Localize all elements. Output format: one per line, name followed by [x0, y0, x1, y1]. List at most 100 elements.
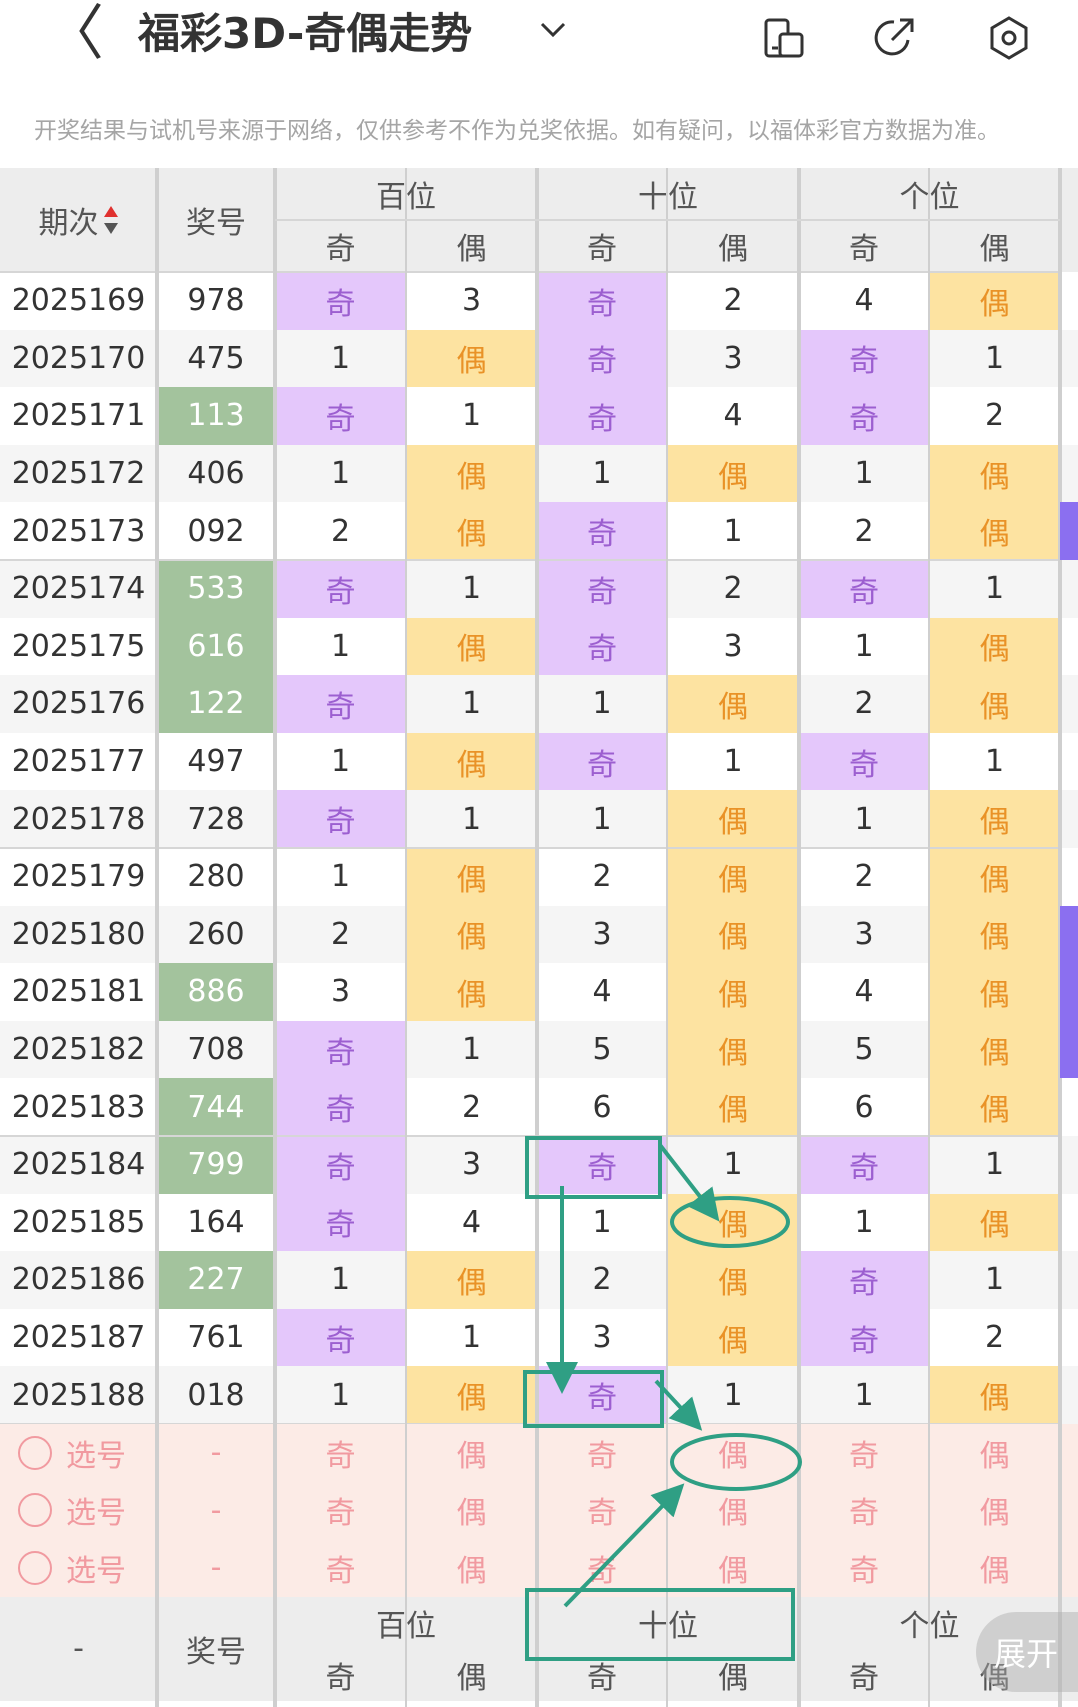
- select-row-picker[interactable]: 选号: [0, 1424, 157, 1482]
- footer-sub-even-2: 偶: [929, 1648, 1060, 1701]
- miss-count-cell: 2: [667, 560, 799, 618]
- miss-count-cell: 6: [799, 1078, 929, 1136]
- select-even-option[interactable]: 偶: [406, 1424, 537, 1482]
- row-group-divider: [0, 1135, 1060, 1137]
- trend-table: 期次奖号百位奇偶十位奇偶个位奇偶2025169978奇3奇24偶20251704…: [0, 168, 1078, 1707]
- select-even-option[interactable]: 偶: [929, 1481, 1060, 1540]
- layout-toggle-icon[interactable]: [760, 14, 808, 62]
- number-cell: 533: [157, 560, 275, 618]
- even-mark: 偶: [667, 1020, 799, 1079]
- select-odd-option[interactable]: 奇: [799, 1539, 929, 1597]
- row-edge: [1060, 790, 1078, 848]
- select-odd-option[interactable]: 奇: [537, 1539, 667, 1597]
- miss-count-cell: 2: [799, 502, 929, 560]
- radio-icon[interactable]: [18, 1493, 52, 1528]
- miss-count-cell: 1: [537, 675, 667, 733]
- select-odd-option[interactable]: 奇: [537, 1424, 667, 1482]
- chevron-down-icon[interactable]: [538, 14, 568, 44]
- select-even-option[interactable]: 偶: [667, 1424, 799, 1482]
- row-edge: [1060, 732, 1078, 791]
- header-divider: [275, 219, 1060, 221]
- radio-icon[interactable]: [18, 1550, 52, 1585]
- page-title[interactable]: 福彩3D-奇偶走势: [138, 9, 473, 58]
- select-odd-option[interactable]: 奇: [799, 1424, 929, 1482]
- select-label: 选号: [66, 1553, 126, 1589]
- period-cell: 2025179: [0, 848, 157, 906]
- footer-sub-odd-0: 奇: [275, 1648, 406, 1701]
- col-subheader-odd-2: 奇: [799, 220, 929, 272]
- miss-count-cell: 4: [406, 1193, 537, 1252]
- number-cell: 978: [157, 272, 275, 330]
- select-even-option[interactable]: 偶: [929, 1539, 1060, 1597]
- miss-count-cell: 2: [929, 387, 1060, 445]
- select-odd-option[interactable]: 奇: [799, 1481, 929, 1540]
- odd-mark: 奇: [275, 790, 406, 848]
- select-even-option[interactable]: 偶: [929, 1424, 1060, 1482]
- row-edge: [1060, 1136, 1078, 1194]
- miss-count-cell: 1: [667, 732, 799, 791]
- number-cell: 616: [157, 617, 275, 676]
- select-odd-option[interactable]: 奇: [537, 1481, 667, 1540]
- select-odd-option[interactable]: 奇: [275, 1424, 406, 1482]
- col-subheader-odd-0: 奇: [275, 220, 406, 272]
- col-header-period[interactable]: 期次: [0, 168, 157, 272]
- select-even-option[interactable]: 偶: [406, 1481, 537, 1540]
- miss-count-cell: 4: [667, 387, 799, 445]
- miss-count-cell: 3: [275, 963, 406, 1021]
- number-cell: 744: [157, 1078, 275, 1136]
- row-group-divider: [0, 271, 1060, 273]
- select-even-option[interactable]: 偶: [406, 1539, 537, 1597]
- footer-sub-even-0: 偶: [406, 1648, 537, 1701]
- select-even-option[interactable]: 偶: [667, 1481, 799, 1540]
- even-mark: 偶: [929, 1078, 1060, 1136]
- select-row-edge: [1060, 1481, 1078, 1540]
- odd-mark: 奇: [799, 1308, 929, 1367]
- select-even-option[interactable]: 偶: [667, 1539, 799, 1597]
- number-cell: 761: [157, 1308, 275, 1367]
- even-mark: 偶: [929, 848, 1060, 906]
- odd-mark: 奇: [537, 1136, 667, 1194]
- column-divider: [666, 168, 668, 1707]
- expand-button[interactable]: 展开: [976, 1612, 1078, 1692]
- select-row-picker[interactable]: 选号: [0, 1539, 157, 1597]
- sort-icon[interactable]: [103, 204, 119, 236]
- miss-count-cell: 5: [799, 1020, 929, 1079]
- disclaimer-notice: 开奖结果与试机号来源于网络，仅供参考不作为兑奖依据。如有疑问，以福体彩官方数据为…: [34, 118, 1000, 144]
- column-divider: [535, 168, 539, 1707]
- select-row-edge: [1060, 1539, 1078, 1597]
- odd-mark: 奇: [537, 272, 667, 330]
- odd-mark: 奇: [537, 502, 667, 560]
- number-cell: 227: [157, 1251, 275, 1309]
- col-header-period-label: 期次: [38, 206, 99, 241]
- period-cell: 2025183: [0, 1078, 157, 1136]
- period-cell: 2025176: [0, 675, 157, 733]
- odd-mark: 奇: [799, 1136, 929, 1194]
- footer-period: -: [0, 1596, 157, 1701]
- select-number-cell: -: [157, 1539, 275, 1597]
- miss-count-cell: 2: [799, 848, 929, 906]
- odd-mark: 奇: [537, 617, 667, 676]
- miss-count-cell: 1: [799, 790, 929, 848]
- miss-count-cell: 2: [275, 502, 406, 560]
- period-cell: 2025185: [0, 1193, 157, 1252]
- miss-count-cell: 1: [799, 444, 929, 503]
- miss-count-cell: 1: [406, 1020, 537, 1079]
- col-header-number: 奖号: [157, 168, 275, 272]
- back-button[interactable]: 〈: [44, 0, 104, 69]
- column-divider: [928, 168, 930, 1707]
- even-mark: 偶: [406, 1251, 537, 1309]
- even-mark: 偶: [406, 444, 537, 503]
- select-odd-option[interactable]: 奇: [275, 1481, 406, 1540]
- odd-mark: 奇: [275, 1193, 406, 1252]
- miss-count-cell: 4: [799, 272, 929, 330]
- select-row-picker[interactable]: 选号: [0, 1481, 157, 1540]
- odd-mark: 奇: [275, 1078, 406, 1136]
- miss-count-cell: 1: [667, 1366, 799, 1424]
- select-odd-option[interactable]: 奇: [275, 1539, 406, 1597]
- miss-count-cell: 1: [275, 848, 406, 906]
- settings-icon[interactable]: [985, 14, 1033, 62]
- radio-icon[interactable]: [18, 1435, 52, 1470]
- footer-group-1: 十位: [537, 1596, 799, 1649]
- odd-mark: 奇: [537, 732, 667, 791]
- share-icon[interactable]: [870, 14, 918, 62]
